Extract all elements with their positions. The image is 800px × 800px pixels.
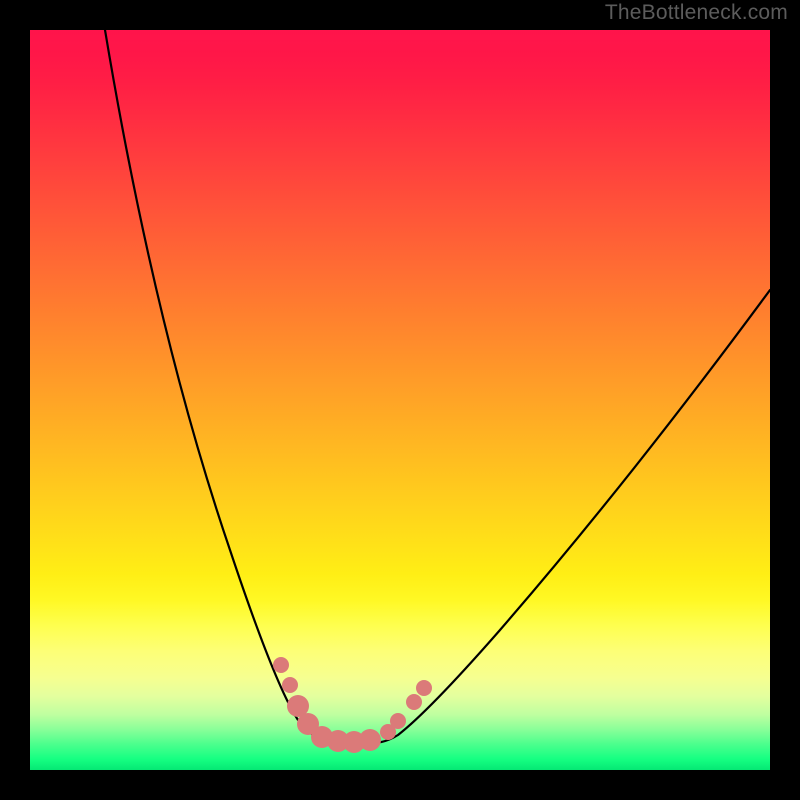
markers-group	[273, 657, 432, 753]
curves-layer	[30, 30, 770, 770]
marker-point	[406, 694, 422, 710]
marker-point	[416, 680, 432, 696]
curve-right	[368, 290, 770, 743]
marker-point	[390, 713, 406, 729]
chart-frame: TheBottleneck.com	[0, 0, 800, 800]
watermark-text: TheBottleneck.com	[605, 1, 788, 25]
curve-left	[105, 30, 325, 740]
marker-point	[282, 677, 298, 693]
plot-area	[30, 30, 770, 770]
marker-point	[359, 729, 381, 751]
marker-point	[273, 657, 289, 673]
